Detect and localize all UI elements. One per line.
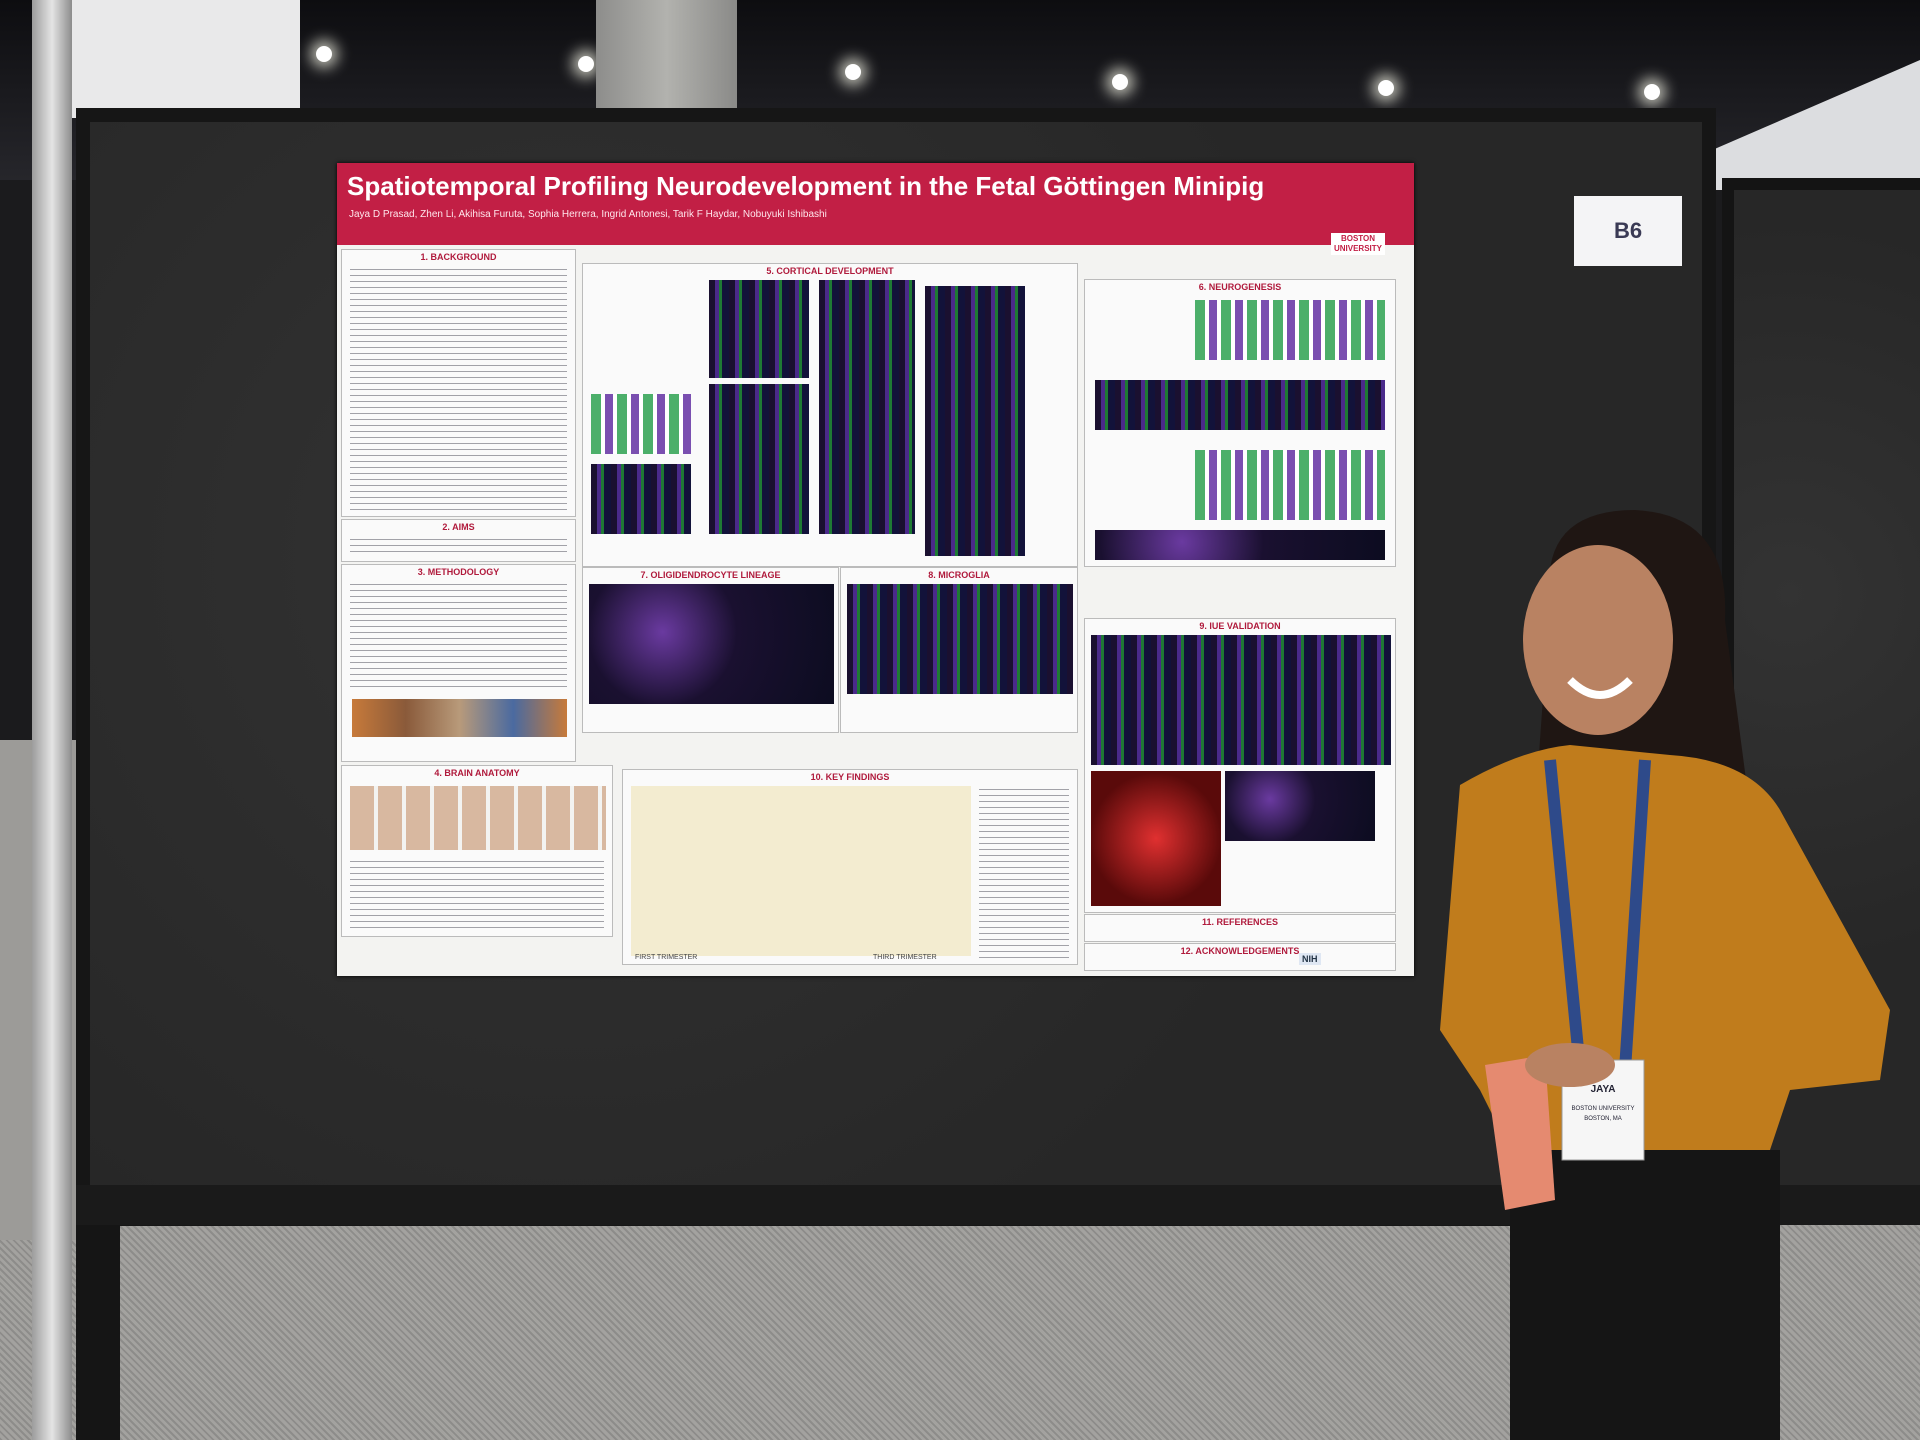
coffee-cup (1485, 1055, 1555, 1210)
section-heading: 2. AIMS (442, 522, 475, 532)
section: 1. BACKGROUND (341, 249, 576, 517)
smile (1567, 677, 1633, 699)
section: 6. NEUROGENESIS (1084, 279, 1396, 567)
face (1523, 545, 1673, 735)
poster-authors: Jaya D Prasad, Zhen Li, Akihisa Furuta, … (349, 209, 827, 220)
section: 9. IUE VALIDATION (1084, 618, 1396, 913)
ceiling-light (578, 56, 594, 72)
timeline-label: THIRD TRIMESTER (873, 954, 937, 961)
ceiling-light (1644, 84, 1660, 100)
section: 12. ACKNOWLEDGEMENTS (1084, 943, 1396, 971)
ceiling-light (845, 64, 861, 80)
hand (1525, 1043, 1615, 1087)
wall (70, 0, 300, 118)
badge-city: BOSTON, MA (1584, 1116, 1622, 1122)
poster-title: Spatiotemporal Profiling Neurodevelopmen… (347, 171, 1265, 201)
university-logo: BOSTON UNIVERSITY (1331, 233, 1385, 255)
section-heading: 10. KEY FINDINGS (810, 772, 890, 782)
trousers (1510, 1150, 1780, 1440)
badge-org: BOSTON UNIVERSITY (1572, 1106, 1635, 1112)
section-heading: 5. CORTICAL DEVELOPMENT (766, 266, 894, 276)
board-label: B6 (1574, 196, 1682, 266)
pole (32, 0, 72, 1440)
section-heading: 8. MICROGLIA (928, 570, 990, 580)
section-heading: 6. NEUROGENESIS (1198, 282, 1282, 292)
lanyard (1544, 759, 1651, 1071)
section: 7. OLIGIDENDROCYTE LINEAGE (582, 567, 839, 733)
timeline-label: FIRST TRIMESTER (635, 954, 698, 961)
section: 10. KEY FINDINGS FIRST TRIMESTER THIRD T… (622, 769, 1078, 965)
badge-name: JAYA (1591, 1084, 1616, 1095)
board-leg (76, 1225, 120, 1440)
section-heading: 1. BACKGROUND (420, 252, 497, 262)
section-heading: 12. ACKNOWLEDGEMENTS (1180, 946, 1300, 956)
ceiling-light (316, 46, 332, 62)
section-heading: 7. OLIGIDENDROCYTE LINEAGE (640, 570, 781, 580)
ceiling-light (1378, 80, 1394, 96)
section: 3. METHODOLOGY (341, 564, 576, 762)
section-heading: 4. BRAIN ANATOMY (434, 768, 520, 778)
section: 2. AIMS (341, 519, 576, 562)
poster-header: Spatiotemporal Profiling Neurodevelopmen… (337, 163, 1414, 245)
section: 11. REFERENCES (1084, 914, 1396, 942)
section: 4. BRAIN ANATOMY (341, 765, 613, 937)
poster: Spatiotemporal Profiling Neurodevelopmen… (337, 163, 1414, 976)
ceiling-light (1112, 74, 1128, 90)
section: 8. MICROGLIA (840, 567, 1078, 733)
section-heading: 11. REFERENCES (1201, 917, 1279, 927)
section: 5. CORTICAL DEVELOPMENT (582, 263, 1078, 567)
funder-logo: NIH (1299, 953, 1321, 965)
section-heading: 9. IUE VALIDATION (1199, 621, 1281, 631)
presenter: JAYA BOSTON UNIVERSITY BOSTON, MA (1440, 510, 1890, 1440)
section-heading: 3. METHODOLOGY (417, 567, 500, 577)
